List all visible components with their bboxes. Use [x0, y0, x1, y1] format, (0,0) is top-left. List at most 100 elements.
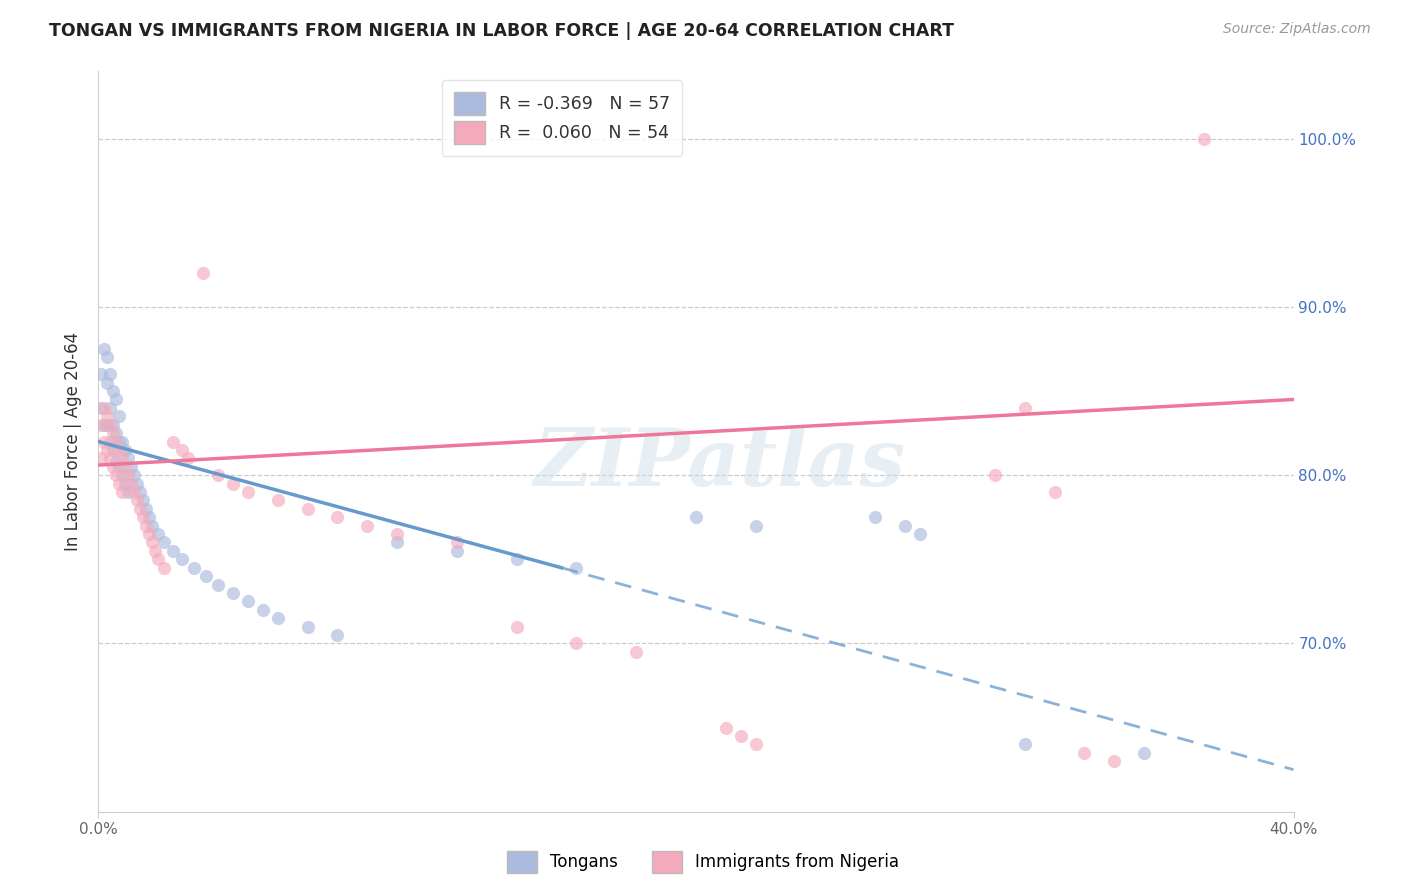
Point [96, 409, 118, 424]
Point [195, 569, 218, 583]
Point [745, 518, 768, 533]
Point [105, 434, 128, 449]
Point [1192, 131, 1215, 145]
Point [103, 426, 125, 441]
Point [626, 645, 648, 659]
Point [124, 485, 146, 500]
Point [129, 501, 152, 516]
Point [103, 459, 125, 474]
Point [183, 560, 205, 574]
Point [108, 442, 131, 457]
Point [1014, 738, 1036, 752]
Point [297, 501, 319, 516]
Point [894, 518, 917, 533]
Point [153, 560, 176, 574]
Point [120, 476, 142, 491]
Point [141, 535, 163, 549]
Point [105, 426, 128, 441]
Point [222, 586, 245, 600]
Point [108, 476, 131, 491]
Point [98, 434, 122, 449]
Point [267, 611, 290, 625]
Point [506, 620, 529, 634]
Point [207, 468, 229, 483]
Point [90, 417, 112, 432]
Point [1104, 754, 1126, 768]
Point [356, 518, 378, 533]
Point [108, 409, 131, 424]
Point [103, 442, 125, 457]
Point [135, 501, 157, 516]
Text: ZIPatlas: ZIPatlas [534, 425, 905, 502]
Point [1073, 746, 1095, 760]
Point [1043, 485, 1066, 500]
Point [114, 442, 136, 457]
Point [153, 535, 176, 549]
Point [93, 434, 115, 449]
Point [207, 577, 229, 591]
Legend: Tongans, Immigrants from Nigeria: Tongans, Immigrants from Nigeria [501, 845, 905, 880]
Point [745, 738, 768, 752]
Point [127, 493, 149, 508]
Point [98, 401, 122, 415]
Point [148, 552, 170, 566]
Point [111, 434, 134, 449]
Point [865, 510, 887, 524]
Point [103, 384, 125, 398]
Point [117, 468, 139, 483]
Point [162, 544, 184, 558]
Point [108, 459, 131, 474]
Point [103, 417, 125, 432]
Point [135, 518, 157, 533]
Point [93, 401, 115, 415]
Point [908, 527, 931, 541]
Point [127, 476, 149, 491]
Text: Source: ZipAtlas.com: Source: ZipAtlas.com [1223, 22, 1371, 37]
Point [96, 376, 118, 390]
Point [105, 392, 128, 407]
Legend: R = -0.369   N = 57, R =  0.060   N = 54: R = -0.369 N = 57, R = 0.060 N = 54 [441, 80, 682, 156]
Point [385, 527, 409, 541]
Point [111, 485, 134, 500]
Point [124, 468, 146, 483]
Point [117, 485, 139, 500]
Point [446, 535, 468, 549]
Point [132, 493, 155, 508]
Point [96, 442, 118, 457]
Point [385, 535, 409, 549]
Point [117, 451, 139, 466]
Point [105, 455, 128, 469]
Point [730, 729, 752, 743]
Point [222, 476, 245, 491]
Point [326, 510, 349, 524]
Y-axis label: In Labor Force | Age 20-64: In Labor Force | Age 20-64 [65, 332, 83, 551]
Point [132, 510, 155, 524]
Point [506, 552, 529, 566]
Point [172, 442, 194, 457]
Point [108, 434, 131, 449]
Point [141, 518, 163, 533]
Point [191, 266, 214, 280]
Point [90, 401, 112, 415]
Point [984, 468, 1007, 483]
Text: TONGAN VS IMMIGRANTS FROM NIGERIA IN LABOR FORCE | AGE 20-64 CORRELATION CHART: TONGAN VS IMMIGRANTS FROM NIGERIA IN LAB… [49, 22, 955, 40]
Point [96, 351, 118, 365]
Point [297, 620, 319, 634]
Point [111, 451, 134, 466]
Point [148, 527, 170, 541]
Point [93, 417, 115, 432]
Point [685, 510, 707, 524]
Point [143, 544, 166, 558]
Point [714, 721, 737, 735]
Point [93, 342, 115, 356]
Point [565, 636, 588, 650]
Point [326, 628, 349, 642]
Point [114, 459, 136, 474]
Point [1133, 746, 1156, 760]
Point [98, 417, 122, 432]
Point [177, 451, 200, 466]
Point [90, 368, 112, 382]
Point [252, 603, 274, 617]
Point [446, 544, 468, 558]
Point [236, 485, 259, 500]
